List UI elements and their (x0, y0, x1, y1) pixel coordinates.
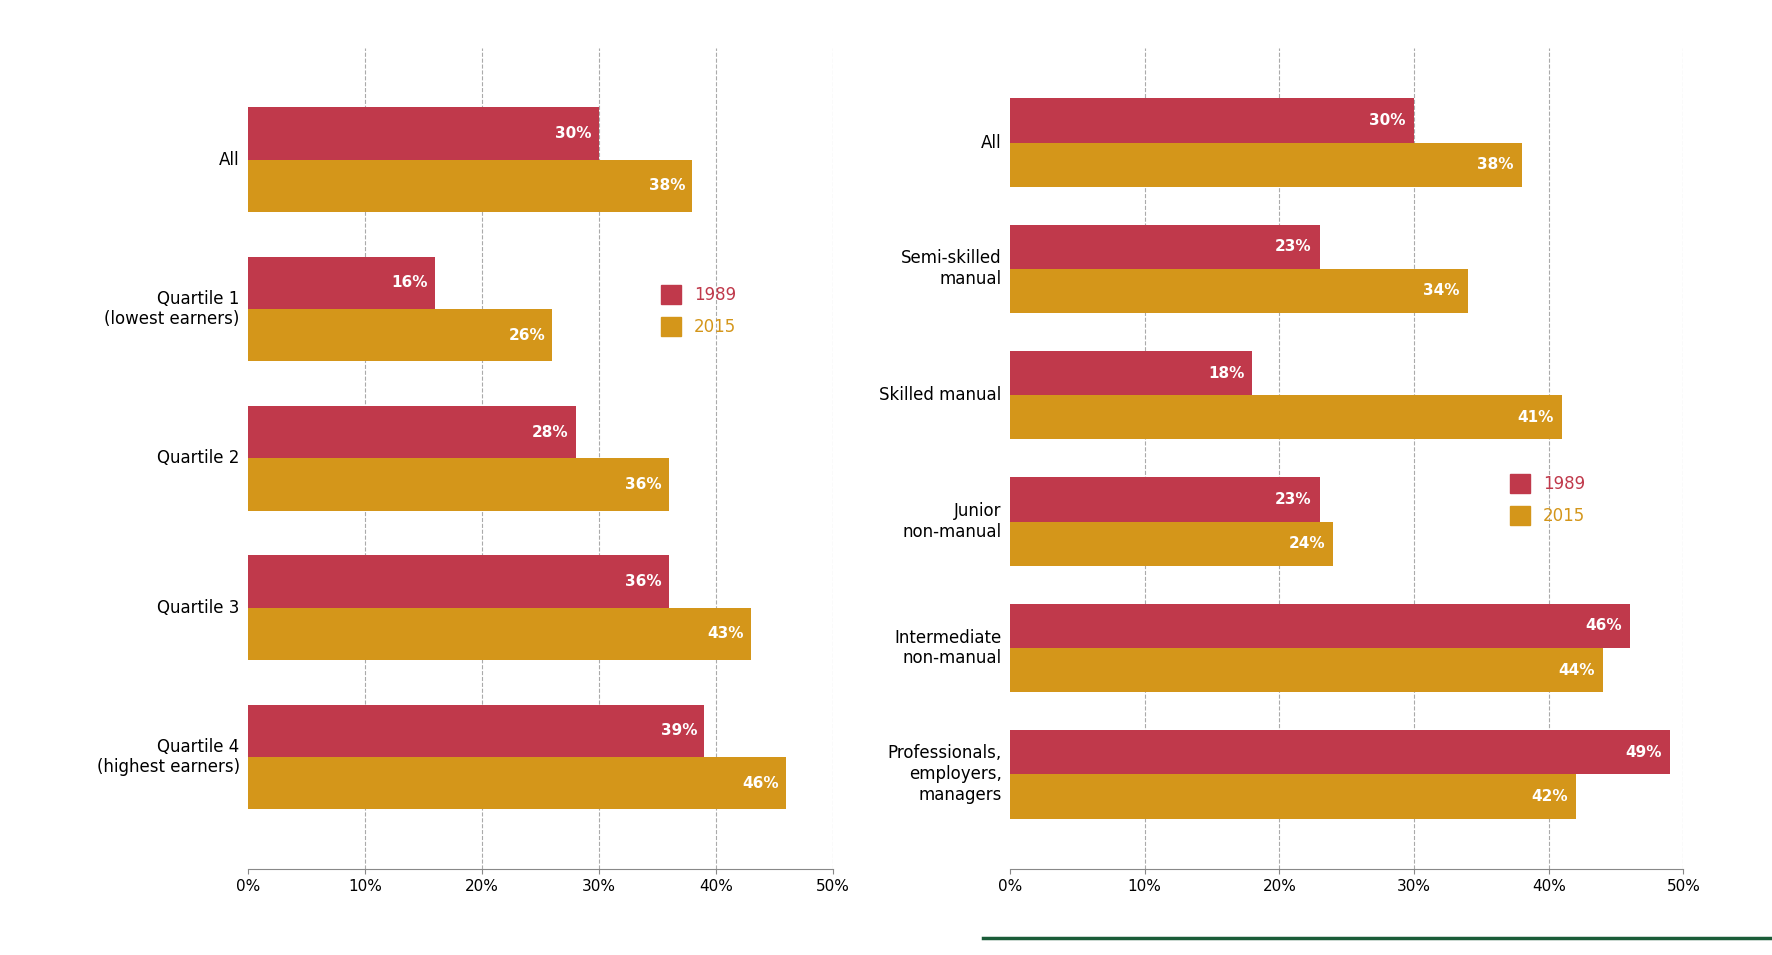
Bar (1010, 775, 1575, 818)
Text: 23%: 23% (1276, 492, 1311, 507)
Bar (1010, 269, 1467, 313)
Text: 38%: 38% (1478, 158, 1513, 172)
Text: 34%: 34% (1423, 284, 1460, 299)
Bar (248, 159, 693, 212)
Bar (248, 556, 670, 607)
Text: 16%: 16% (392, 275, 429, 290)
Text: 43%: 43% (707, 626, 744, 642)
Text: 41%: 41% (1519, 410, 1554, 425)
Text: 30%: 30% (1370, 113, 1405, 128)
Bar (248, 257, 436, 309)
Bar (1010, 647, 1602, 692)
Bar (1010, 604, 1630, 647)
Text: 36%: 36% (626, 478, 663, 492)
Bar (1010, 224, 1320, 269)
Text: 44%: 44% (1558, 663, 1595, 677)
Text: 42%: 42% (1531, 789, 1568, 804)
Bar (1010, 351, 1253, 395)
Bar (1010, 730, 1669, 775)
Text: 23%: 23% (1276, 240, 1311, 254)
Text: 36%: 36% (626, 574, 663, 589)
Bar (248, 108, 599, 159)
Text: 46%: 46% (742, 775, 780, 791)
Legend: 1989, 2015: 1989, 2015 (1503, 467, 1591, 532)
Text: 49%: 49% (1625, 745, 1662, 759)
Bar (1010, 98, 1414, 142)
Bar (1010, 142, 1522, 187)
Bar (248, 705, 703, 757)
Text: 26%: 26% (509, 328, 546, 343)
Bar (248, 757, 787, 809)
Text: 46%: 46% (1584, 618, 1621, 633)
Bar (1010, 395, 1563, 439)
Text: 18%: 18% (1209, 366, 1244, 381)
Text: 38%: 38% (649, 179, 686, 193)
Text: 24%: 24% (1288, 536, 1325, 551)
Bar (1010, 521, 1333, 565)
Bar (248, 406, 576, 458)
Bar (1010, 478, 1320, 521)
Legend: 1989, 2015: 1989, 2015 (654, 278, 742, 343)
Text: 30%: 30% (555, 126, 592, 141)
Text: 39%: 39% (661, 724, 696, 738)
Bar (248, 309, 553, 361)
Bar (248, 458, 670, 511)
Bar (248, 607, 751, 660)
Text: 28%: 28% (532, 425, 569, 439)
